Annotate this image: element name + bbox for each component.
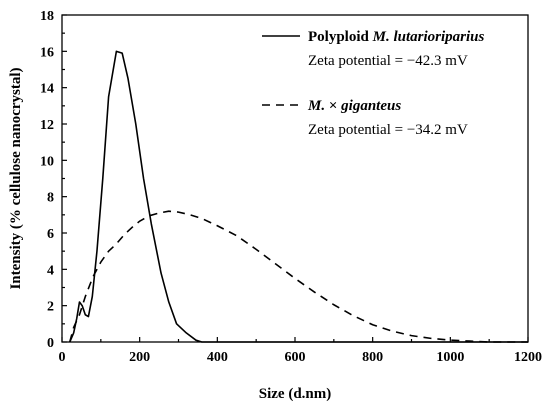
x-axis-title: Size (d.nm) — [259, 386, 332, 402]
x-tick-label: 800 — [362, 350, 383, 365]
legend-name-part: giganteus — [340, 98, 401, 114]
series-line-lutarioriparius — [69, 50, 528, 343]
y-tick-label: 10 — [40, 154, 54, 169]
legend-name-part: × — [325, 98, 341, 114]
x-tick-label: 200 — [129, 350, 150, 365]
legend-zeta-potential: Zeta potential = −42.3 mV — [308, 53, 468, 69]
x-tick-label: 1200 — [514, 350, 542, 365]
legend-series-name: Polyploid M. lutarioriparius — [308, 29, 484, 45]
y-tick-label: 2 — [47, 300, 54, 315]
axes: 0 200 400 600 800 1000 1200 0 2 4 6 8 10 12 14 16 18 — [40, 9, 542, 365]
y-tick-label: 0 — [47, 336, 54, 351]
series-line-giganteus — [68, 210, 528, 343]
x-tick-label: 1000 — [436, 350, 464, 365]
y-tick-label: 12 — [40, 118, 54, 133]
y-tick-label: 4 — [47, 263, 54, 278]
legend-name-part: M. — [307, 98, 325, 114]
legend-name-part: Polyploid — [308, 29, 373, 45]
legend-series-name: M. × giganteus — [307, 98, 401, 114]
y-tick-label: 8 — [47, 191, 54, 206]
series-layer — [68, 50, 528, 343]
legend-name-part: M. lutarioriparius — [372, 29, 485, 45]
y-tick-label: 6 — [47, 227, 54, 242]
x-tick-label: 0 — [59, 350, 66, 365]
y-tick-label: 14 — [40, 82, 54, 97]
x-tick-label: 600 — [285, 350, 306, 365]
legend-zeta-potential: Zeta potential = −34.2 mV — [308, 122, 468, 138]
y-tick-label: 18 — [40, 9, 54, 24]
y-tick-label: 16 — [40, 45, 54, 60]
x-tick-label: 400 — [207, 350, 228, 365]
legend: Polyploid M. lutarioriparius Zeta potenti… — [262, 29, 484, 138]
y-axis-title: Intensity (% cellulose nanocrystal) — [8, 67, 24, 289]
